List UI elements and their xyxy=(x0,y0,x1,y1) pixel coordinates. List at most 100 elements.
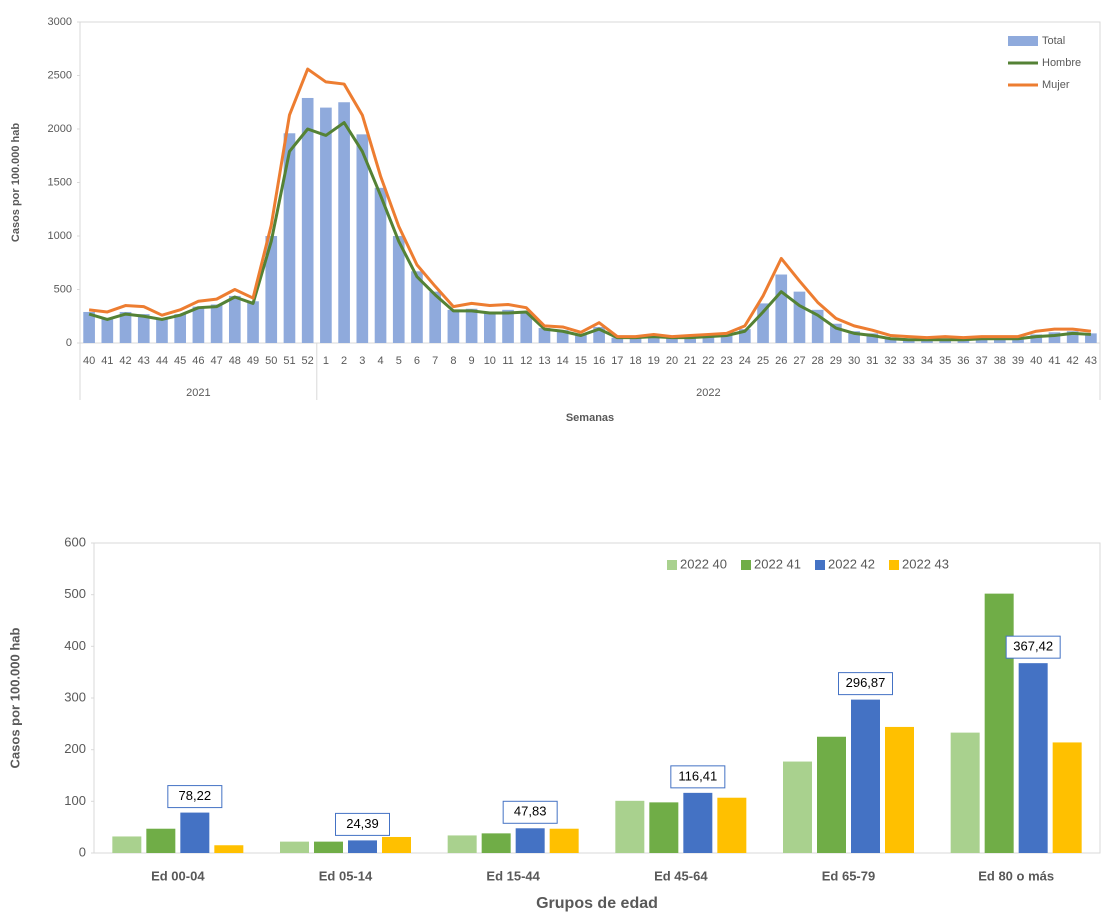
bar xyxy=(119,311,132,343)
bar xyxy=(817,736,846,853)
bar xyxy=(228,295,241,343)
bar xyxy=(502,309,514,343)
y-tick-label: 500 xyxy=(64,586,86,601)
bar xyxy=(538,328,551,343)
bar xyxy=(593,326,605,343)
bar xyxy=(629,337,642,343)
bar xyxy=(950,732,980,853)
bar xyxy=(283,133,296,343)
x-tick-label: 52 xyxy=(302,355,314,367)
x-tick-label: 21 xyxy=(684,355,696,367)
x-tick-label: 40 xyxy=(1030,355,1042,367)
x-tick-label: 42 xyxy=(1067,355,1079,367)
x-tick-label: 9 xyxy=(469,355,475,367)
bar xyxy=(575,334,587,343)
plot-frame xyxy=(79,21,1101,344)
bar xyxy=(848,331,860,343)
data-label-box xyxy=(167,785,223,809)
x-tick-label: 4 xyxy=(377,355,383,367)
x-tick-label: 30 xyxy=(848,355,860,367)
y-tick-label: 200 xyxy=(64,741,86,756)
bar xyxy=(1012,337,1024,343)
x-tick-label: 18 xyxy=(629,355,641,367)
x-tick-label: 47 xyxy=(210,355,222,367)
x-tick-label: Ed 80 o más xyxy=(978,868,1054,883)
x-tick-label: 48 xyxy=(229,355,241,367)
legend-label: 2022 43 xyxy=(902,556,949,571)
bar xyxy=(465,308,478,343)
bar xyxy=(515,828,545,853)
data-label: 47,83 xyxy=(514,804,547,819)
x-tick-label: 35 xyxy=(939,355,951,367)
bar xyxy=(137,314,150,343)
bar xyxy=(1030,334,1043,343)
x-axis-label: Semanas xyxy=(566,412,614,424)
legend-swatch xyxy=(741,560,751,570)
x-tick-label: 28 xyxy=(812,355,824,367)
bar xyxy=(783,761,812,853)
x-tick-label: 23 xyxy=(720,355,732,367)
legend-label: Mujer xyxy=(1042,79,1070,91)
legend-swatch xyxy=(889,560,899,570)
y-tick-label: 1000 xyxy=(48,230,72,242)
y-tick-label: 0 xyxy=(79,844,86,859)
x-tick-label: 40 xyxy=(83,355,95,367)
x-tick-label: Ed 65-79 xyxy=(822,868,875,883)
x-tick-label: 44 xyxy=(156,355,168,367)
bar xyxy=(101,318,114,343)
x-tick-label: 33 xyxy=(903,355,915,367)
x-tick-label: 17 xyxy=(611,355,623,367)
bar xyxy=(717,797,747,853)
y-tick-label: 300 xyxy=(64,689,86,704)
bar xyxy=(649,802,679,853)
x-tick-label: 3 xyxy=(359,355,365,367)
x-tick-label: 2 xyxy=(341,355,347,367)
bar xyxy=(702,335,715,343)
x-tick-label: 43 xyxy=(138,355,150,367)
bar xyxy=(481,833,511,853)
bar xyxy=(1085,333,1097,343)
bar xyxy=(866,333,879,343)
bar xyxy=(666,337,678,343)
bar xyxy=(265,236,278,343)
bar xyxy=(112,836,142,853)
x-tick-label: 43 xyxy=(1085,355,1097,367)
legend-swatch xyxy=(815,560,825,570)
y-axis-label: Casos por 100.000 hab xyxy=(10,123,22,243)
x-tick-label: 50 xyxy=(265,355,277,367)
bar xyxy=(338,102,350,343)
data-label-box xyxy=(335,812,390,836)
data-label: 116,41 xyxy=(678,768,717,783)
legend-label: Hombre xyxy=(1042,57,1081,69)
x-tick-label: 36 xyxy=(957,355,969,367)
x-group-label: 2021 xyxy=(186,387,210,399)
bar xyxy=(174,314,187,343)
line xyxy=(88,121,1091,342)
x-tick-label: 26 xyxy=(775,355,787,367)
data-label-box xyxy=(502,800,558,824)
data-label-box xyxy=(670,765,726,789)
bar xyxy=(247,301,259,343)
bar xyxy=(447,835,477,853)
bar xyxy=(301,97,314,343)
legend-label: Total xyxy=(1042,35,1065,47)
bar xyxy=(348,840,377,853)
x-tick-label: 19 xyxy=(648,355,660,367)
legend-label: 2022 40 xyxy=(680,556,727,571)
y-tick-label: 0 xyxy=(66,337,72,349)
bar xyxy=(738,329,751,343)
x-axis-label: Grupos de edad xyxy=(536,895,658,912)
x-tick-label: 27 xyxy=(793,355,805,367)
plot-frame xyxy=(93,542,1101,854)
y-tick-label: 3000 xyxy=(48,16,72,28)
x-tick-label: 42 xyxy=(119,355,131,367)
bar xyxy=(611,337,624,343)
x-tick-label: 49 xyxy=(247,355,259,367)
bar xyxy=(885,726,914,853)
x-tick-label: 24 xyxy=(739,355,751,367)
legend-swatch xyxy=(1008,36,1038,46)
x-tick-label: Ed 00-04 xyxy=(151,868,205,883)
bar xyxy=(280,841,309,853)
x-tick-label: 6 xyxy=(414,355,420,367)
bar xyxy=(1048,332,1061,343)
